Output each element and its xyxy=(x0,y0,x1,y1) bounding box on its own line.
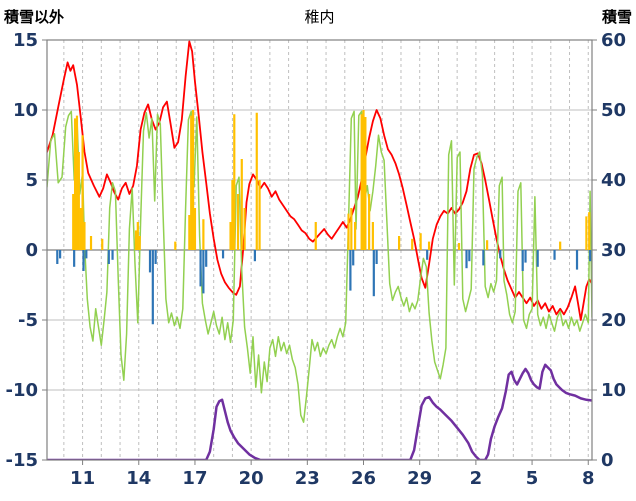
left-y-tick-label: -10 xyxy=(5,380,38,401)
x-tick-label: 2 xyxy=(470,468,483,489)
right-y-tick-label: 50 xyxy=(601,100,626,121)
right-axis-title: 積雪 xyxy=(601,8,632,26)
left-y-tick-label: -15 xyxy=(5,450,38,471)
series-layer xyxy=(47,40,592,460)
right-y-tick-label: 60 xyxy=(601,30,626,51)
right-y-tick-label: 20 xyxy=(601,310,626,331)
left-y-tick-label: 5 xyxy=(25,170,38,191)
right-y-tick-label: 30 xyxy=(601,240,626,261)
x-tick-label: 20 xyxy=(239,468,264,489)
right-y-tick-label: 10 xyxy=(601,380,626,401)
axis-ticks: -15 -10 -5 0 5 10 15 0 10 20 30 40 50 60 11 14 17 20 23 26 2… xyxy=(5,30,626,489)
left-y-tick-label: -5 xyxy=(18,310,38,331)
x-tick-label: 5 xyxy=(526,468,539,489)
left-axis-title: 積雪以外 xyxy=(4,8,65,26)
left-y-tick-label: 10 xyxy=(13,100,38,121)
purple-line-snow-depth xyxy=(47,363,592,460)
right-y-tick-label: 40 xyxy=(601,170,626,191)
x-tick-label: 8 xyxy=(582,468,595,489)
left-y-tick-label: 0 xyxy=(25,240,38,261)
x-tick-label: 23 xyxy=(295,468,320,489)
blue-bars xyxy=(56,250,592,325)
x-tick-label: 17 xyxy=(182,468,207,489)
left-y-tick-label: 15 xyxy=(13,30,38,51)
x-tick-label: 29 xyxy=(407,468,432,489)
red-line xyxy=(47,40,592,321)
chart-title: 稚内 xyxy=(304,8,335,26)
right-y-tick-label: 0 xyxy=(601,450,614,471)
green-line xyxy=(47,110,592,423)
x-tick-label: 26 xyxy=(351,468,376,489)
x-tick-label: 11 xyxy=(70,468,95,489)
x-tick-label: 14 xyxy=(126,468,151,489)
orange-bars xyxy=(72,110,591,250)
